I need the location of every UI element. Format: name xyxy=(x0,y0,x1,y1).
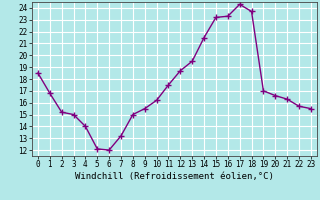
X-axis label: Windchill (Refroidissement éolien,°C): Windchill (Refroidissement éolien,°C) xyxy=(75,172,274,181)
